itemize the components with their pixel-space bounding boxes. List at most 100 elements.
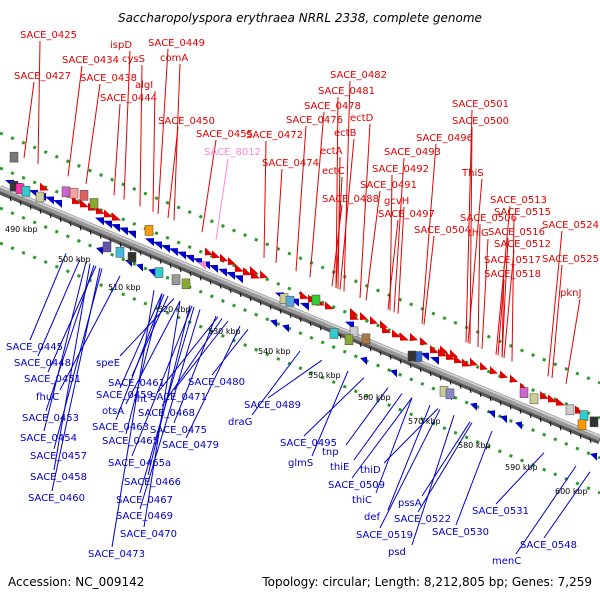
kbp-label: 530 kbp <box>208 327 241 336</box>
forward-gene-arrow <box>410 332 418 341</box>
reverse-gene-label: SACE_0471 <box>150 392 207 403</box>
reverse-gene-label: SACE_0522 <box>394 514 451 525</box>
reverse-leader-line <box>173 315 217 424</box>
forward-gene-arrow <box>300 291 309 299</box>
reverse-gene-label: SACE_0470 <box>120 529 177 540</box>
reverse-leader-line <box>267 359 323 399</box>
reverse-leader-line <box>143 300 181 528</box>
forward-gene-arrow <box>480 362 488 370</box>
reverse-leader-line <box>455 430 493 526</box>
reverse-gene-arrow <box>153 241 162 250</box>
forward-gene-label: SACE_0513 <box>490 195 547 206</box>
forward-gene-arrow <box>228 257 236 265</box>
highlight-gene-label: SACE_8012 <box>204 147 261 158</box>
reverse-gene-arrow <box>136 263 143 272</box>
forward-gene-label: ispD <box>110 40 132 51</box>
forward-gene-label: SACE_0497 <box>378 209 435 220</box>
kbp-tick <box>39 209 42 214</box>
kbp-tick <box>369 347 372 352</box>
forward-gene-arrow <box>325 301 334 310</box>
forward-leader-line <box>387 219 399 310</box>
reverse-gene-label: psd <box>388 547 406 558</box>
reverse-leader-line <box>311 370 349 457</box>
kbp-label: 490 kbp <box>5 225 38 234</box>
reverse-leader-line <box>147 305 191 476</box>
forward-gene-arrow <box>540 391 549 399</box>
forward-gene-label: SACE_0450 <box>158 116 215 127</box>
reverse-gene-label: SACE_0453 <box>22 413 79 424</box>
forward-gene-arrow <box>420 337 428 345</box>
gene-block <box>589 416 599 428</box>
forward-gene-label: SACE_0488 <box>322 194 379 205</box>
forward-gene-label: SACE_0481 <box>318 86 375 97</box>
forward-leader-line <box>339 138 355 290</box>
forward-gene-label: SACE_0434 <box>62 55 119 66</box>
forward-gene-arrow <box>220 253 228 262</box>
kbp-tick <box>189 272 192 277</box>
reverse-gene-label: SACE_0454 <box>20 433 77 444</box>
kbp-tick <box>559 426 562 431</box>
forward-gene-arrow <box>490 366 498 375</box>
forward-gene-arrow <box>40 182 49 191</box>
kbp-tick <box>69 222 72 227</box>
forward-leader-line <box>421 143 437 324</box>
forward-gene-labels: SACE_0425 ispD SACE_0449 SACE_0434 cysS comA S… <box>14 30 599 299</box>
kbp-label: 500 kbp <box>58 255 91 264</box>
gene-block <box>329 328 339 339</box>
reverse-gene-label: SACE_0465a <box>108 458 171 469</box>
forward-gene-arrow <box>392 329 401 338</box>
forward-gene-label: SACE_0444 <box>100 93 157 104</box>
forward-gene-label: comA <box>160 53 188 64</box>
forward-gene-label: ectC <box>322 166 345 177</box>
genome-backbone <box>0 185 600 441</box>
forward-gene-label: SACE_0493 <box>384 147 441 158</box>
reverse-gene-arrow <box>390 369 397 378</box>
gene-block <box>577 419 587 431</box>
reverse-gene-label: otsA <box>102 406 124 417</box>
kbp-tick <box>179 267 182 273</box>
forward-gene-arrow <box>548 394 557 403</box>
forward-leader-line <box>365 190 381 301</box>
kbp-tick <box>439 376 442 381</box>
forward-leader-line <box>551 264 563 379</box>
forward-gene-label: SACE_0496 <box>416 133 473 144</box>
reverse-leader-line <box>43 261 87 432</box>
reverse-gene-arrow <box>282 324 289 333</box>
reverse-leader-line <box>303 377 365 437</box>
kbp-tick <box>209 280 212 285</box>
gene-block <box>529 393 539 405</box>
reverse-gene-label: SACE_0461 <box>108 378 165 389</box>
reverse-gene-label: SACE_0530 <box>432 527 489 538</box>
reverse-gene-arrow <box>500 415 507 424</box>
forward-gene-label: SACE_0492 <box>372 164 429 175</box>
kbp-tick <box>149 255 152 260</box>
forward-leader-line <box>295 125 307 272</box>
forward-leader-lines <box>23 40 581 384</box>
forward-gene-arrow <box>350 307 358 316</box>
kbp-tick <box>429 372 432 377</box>
forward-gene-arrow <box>556 397 565 406</box>
forward-leader-line <box>393 157 405 313</box>
kbp-label: 580 kbp <box>458 441 491 450</box>
kbp-label: 560 kbp <box>358 393 391 402</box>
kbp-tick <box>309 322 312 327</box>
forward-gene-arrow <box>454 355 463 364</box>
reverse-leader-line <box>139 306 195 494</box>
reverse-gene-label: SACE_0480 <box>188 377 245 388</box>
reverse-leader-line <box>119 293 163 389</box>
forward-leader-line <box>397 206 405 314</box>
gene-block <box>79 190 89 201</box>
forward-gene-label: SACE_0438 <box>80 73 137 84</box>
forward-gene-label: SACE_0524 <box>542 220 599 231</box>
reverse-leader-line <box>375 397 413 494</box>
reverse-gene-label: SACE_0457 <box>30 451 87 462</box>
forward-gene-arrow <box>370 316 378 325</box>
reverse-gene-arrow <box>234 275 243 284</box>
kbp-tick <box>519 409 522 414</box>
gene-block <box>361 333 371 345</box>
reverse-gene-label: SACE_0467 <box>116 495 173 506</box>
kbp-tick <box>29 205 32 210</box>
reverse-leader-line <box>185 325 241 439</box>
gene-features <box>5 151 599 461</box>
kbp-tick <box>479 392 482 398</box>
